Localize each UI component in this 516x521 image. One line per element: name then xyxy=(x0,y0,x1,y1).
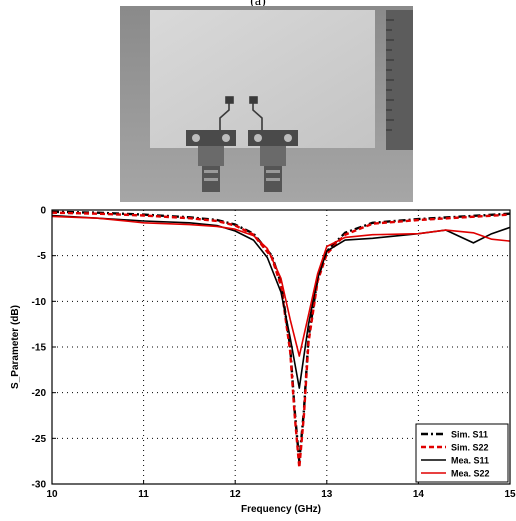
legend-label: Mea. S11 xyxy=(451,456,489,466)
ruler-ticks xyxy=(386,19,394,131)
y-tick-label: 0 xyxy=(40,206,46,217)
sma-connector-left xyxy=(186,130,236,192)
y-axis-title: S_Parameter (dB) xyxy=(10,305,21,389)
legend: Sim. S11 Sim. S22 Mea. S11 Mea. S22 xyxy=(415,423,509,483)
tick-labels: 10 11 12 13 14 15 0 -5 -10 -15 -20 -25 -30 xyxy=(32,206,516,501)
sma-connector-right xyxy=(248,130,298,192)
s-parameter-chart: 10 11 12 13 14 15 0 -5 -10 -15 -20 -25 -30 Frequency… xyxy=(10,206,516,516)
x-tick-label: 14 xyxy=(413,489,425,500)
figure-label: (a) xyxy=(250,0,266,9)
y-tick-label: -30 xyxy=(32,480,47,491)
x-axis-title: Frequency (GHz) xyxy=(241,504,321,515)
y-tick-label: -5 xyxy=(37,251,46,262)
legend-label: Sim. S11 xyxy=(451,430,488,440)
antenna-prototype-photo xyxy=(120,6,413,202)
y-tick-label: -20 xyxy=(32,388,47,399)
series-line-3 xyxy=(51,214,511,389)
x-tick-label: 15 xyxy=(504,489,516,500)
series-lines xyxy=(51,210,511,469)
legend-label: Mea. S22 xyxy=(451,469,490,479)
y-tick-label: -25 xyxy=(32,434,47,445)
x-tick-label: 10 xyxy=(46,489,58,500)
legend-label: Sim. S22 xyxy=(451,443,489,453)
x-tick-label: 11 xyxy=(138,489,149,500)
series-line-2 xyxy=(51,211,511,469)
y-tick-label: -15 xyxy=(32,343,47,354)
y-tick-label: -10 xyxy=(32,297,47,308)
series-line-4 xyxy=(51,215,511,357)
antenna-traces xyxy=(219,96,263,132)
x-tick-label: 13 xyxy=(321,489,333,500)
x-tick-label: 12 xyxy=(230,489,242,500)
